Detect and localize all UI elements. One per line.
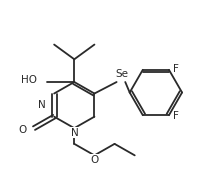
Text: F: F [173,64,178,74]
Text: O: O [19,125,27,135]
Text: N: N [38,100,46,110]
Text: N: N [71,128,78,138]
Text: F: F [173,111,178,121]
Text: HO: HO [21,75,37,85]
Text: O: O [90,155,98,165]
Text: Se: Se [115,69,128,79]
